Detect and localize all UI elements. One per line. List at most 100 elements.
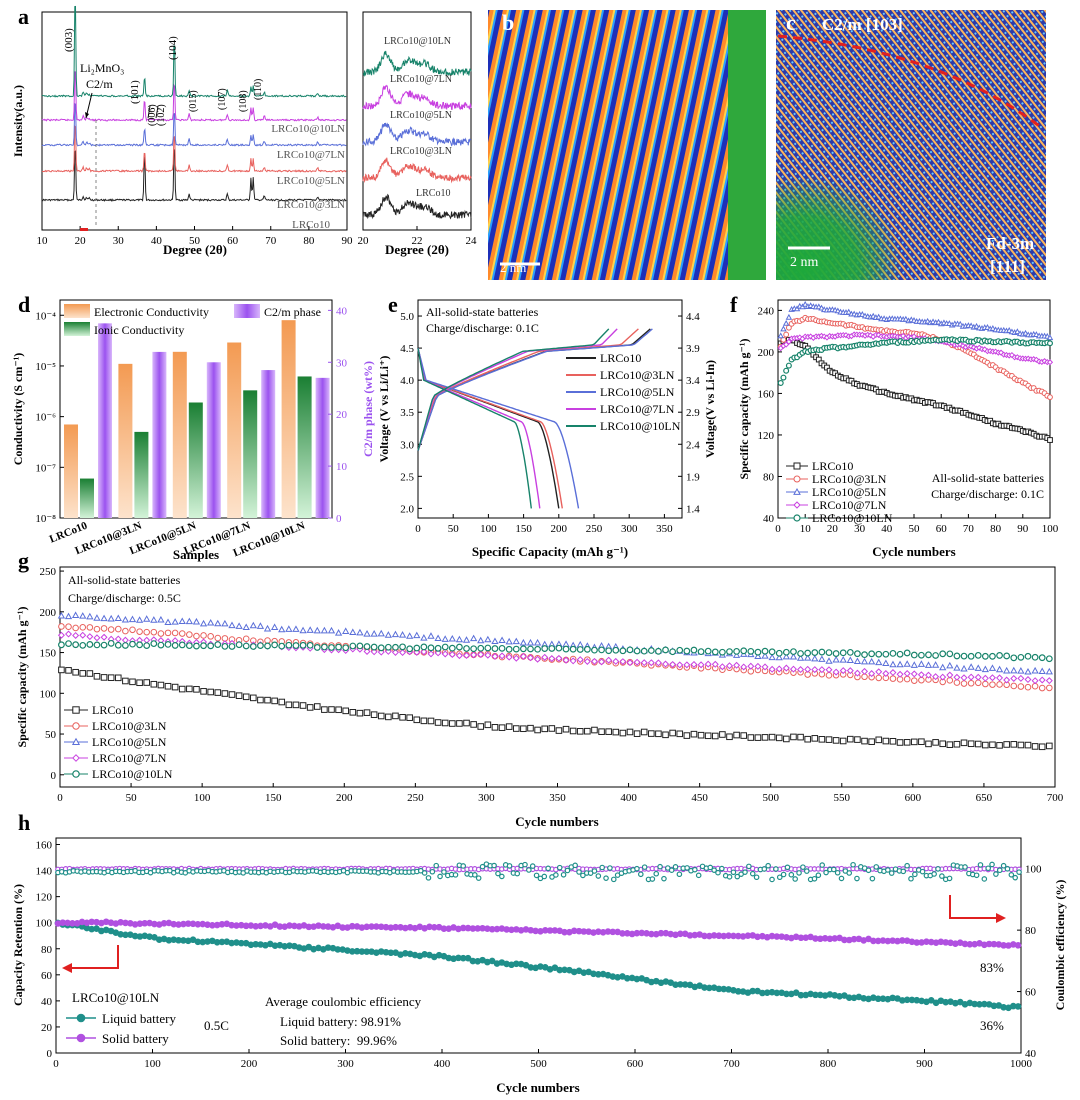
g-point-LRCo10@5LN (995, 665, 1004, 673)
h-ce-liquid (973, 872, 980, 879)
g-point-LRCo10@7LN (711, 660, 719, 668)
h-ce-liquid (572, 862, 578, 869)
f-point-LRCo10@5LN (935, 318, 942, 325)
g-point-LRCo10@5LN (79, 612, 87, 619)
panel-a-ylabel: Intensity(a.u.) (11, 85, 25, 157)
g-point-LRCo10 (527, 724, 534, 732)
g-point-LRCo10 (392, 712, 399, 720)
g-point-LRCo10@10LN (200, 642, 207, 650)
g-point-LRCo10@10LN (640, 647, 648, 655)
g-point-LRCo10 (811, 735, 819, 742)
g-xtick-label: 200 (336, 792, 353, 804)
inset-label-7ln: LRCo10@7LN (390, 74, 452, 85)
f-legend-label: LRCo10@7LN (812, 498, 887, 512)
g-point-LRCo10@7LN (669, 660, 677, 668)
h-ce-liquid (452, 872, 459, 878)
panel-f-xlabel: Cycle numbers (872, 544, 955, 559)
h-ytick-label: 80 (41, 944, 53, 956)
g-point-LRCo10@5LN (256, 622, 265, 629)
g-point-LRCo10@5LN (953, 664, 961, 671)
g-legend-marker (72, 706, 80, 714)
g-point-LRCo10@5LN (164, 618, 172, 626)
a-xtick-label: 40 (151, 235, 163, 247)
h-xtick-label: 600 (627, 1058, 644, 1070)
f-point-LRCo10@5LN (777, 332, 784, 339)
arrow-c2m-head (85, 112, 89, 118)
h-ce-liquid (595, 873, 602, 879)
g-point-LRCo10@7LN (484, 651, 492, 659)
g-point-LRCo10 (72, 668, 79, 676)
h-liquid-point (1014, 1003, 1022, 1010)
h-ce-liquid (830, 866, 837, 873)
g-point-LRCo10@5LN (853, 657, 862, 665)
g-point-LRCo10 (235, 692, 243, 699)
g-ytick-label: 200 (40, 607, 57, 619)
g-point-LRCo10@10LN (626, 646, 634, 654)
g-point-LRCo10@5LN (1038, 667, 1046, 675)
g-point-LRCo10 (1003, 741, 1010, 748)
g-xtick-label: 150 (265, 792, 282, 804)
panel-label-g: g (18, 548, 29, 573)
g-point-LRCo10 (740, 732, 748, 739)
h-ytick-label: 20 (41, 1022, 53, 1034)
h-ce-liquid (526, 867, 532, 873)
g-point-LRCo10@5LN (498, 636, 506, 644)
g-point-LRCo10@5LN (882, 659, 890, 667)
g-legend-label: LRCo10@3LN (92, 719, 167, 733)
g-xtick-label: 100 (194, 792, 211, 804)
bar-c2m-LRCo10@10LN (315, 377, 330, 518)
f-legend-marker (793, 501, 801, 509)
g-point-LRCo10 (598, 728, 605, 735)
inset-xtick-label: 22 (412, 235, 423, 247)
h-ytick-right-label: 40 (1025, 1048, 1037, 1060)
g-point-LRCo10 (1038, 743, 1046, 751)
bar-ionic-LRCo10@3LN (134, 431, 149, 518)
g-point-LRCo10@5LN (64, 612, 73, 620)
g-point-LRCo10@5LN (356, 628, 364, 636)
g-point-LRCo10 (733, 731, 740, 739)
g-point-LRCo10 (875, 736, 883, 744)
h-ce-liquid (908, 875, 914, 882)
g-point-LRCo10@3LN (903, 675, 911, 683)
g-legend-marker (72, 722, 80, 730)
panel-b-scale-text: 2 nm (500, 260, 526, 275)
h-ce-liquid (472, 872, 478, 878)
h-ce-liquid (433, 862, 440, 869)
g-point-LRCo10@10LN (711, 648, 719, 656)
panel-h-end-83: 83% (980, 960, 1004, 975)
g-point-LRCo10@10LN (619, 647, 627, 655)
f-ytick-label: 200 (758, 347, 775, 359)
g-point-LRCo10@10LN (193, 642, 200, 650)
g-point-LRCo10@10LN (463, 645, 470, 652)
g-point-LRCo10@3LN (86, 624, 94, 631)
h-solid-point (1014, 942, 1022, 949)
xrd-series-LRCo10 (41, 148, 347, 202)
g-point-LRCo10 (370, 711, 378, 718)
f-legend-marker (793, 514, 801, 522)
g-point-LRCo10@7LN (86, 633, 94, 641)
g-point-LRCo10@10LN (718, 648, 726, 656)
g-point-LRCo10 (640, 728, 648, 736)
g-point-LRCo10@5LN (839, 656, 847, 663)
g-point-LRCo10@5LN (860, 657, 869, 665)
g-point-LRCo10@10LN (285, 641, 293, 649)
g-point-LRCo10@5LN (363, 630, 371, 637)
g-point-LRCo10@10LN (356, 642, 364, 650)
g-point-LRCo10@10LN (207, 642, 215, 650)
g-point-LRCo10@10LN (633, 647, 641, 655)
inset-series-LRCo10@10LN (362, 50, 472, 77)
panel-h-ticks: 0 100 200 300 400 500 600 700 800 900 1000 0 20 40 60 8… (36, 840, 1043, 1070)
e-ytick-right-label: 3.4 (686, 375, 700, 387)
discharge-curve-LRCo10@5LN (417, 347, 580, 509)
g-point-LRCo10@10LN (896, 650, 904, 658)
panel-label-c: c (786, 10, 796, 35)
h-ce-liquid (580, 872, 586, 879)
g-point-LRCo10@7LN (420, 648, 428, 656)
g-point-LRCo10@5LN (846, 656, 854, 663)
arrow-left-axis-head (62, 963, 72, 973)
charge-curve-LRCo10@10LN (417, 328, 610, 451)
panel-e-ticks: 0 50 100 150 200 250 300 350 2.0 1.4 2.5 1.9 3.0 2.4 3… (400, 311, 700, 535)
g-point-LRCo10@5LN (199, 619, 208, 627)
g-point-LRCo10@5LN (960, 664, 968, 672)
g-point-LRCo10@10LN (100, 641, 108, 649)
